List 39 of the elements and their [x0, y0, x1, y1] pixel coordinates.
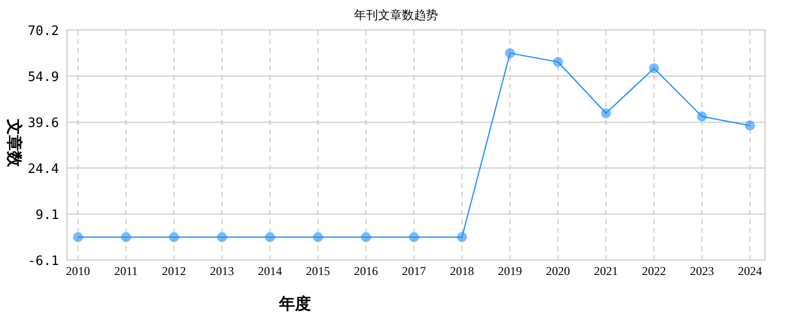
point	[217, 232, 227, 242]
y-tick-label: 70.2	[28, 24, 59, 39]
x-tick-label: 2015	[306, 264, 330, 278]
point	[169, 232, 179, 242]
y-axis-title: 文章数	[5, 118, 23, 168]
point	[505, 48, 515, 58]
point	[457, 232, 467, 242]
y-tick-label: -6.1	[28, 254, 59, 269]
point	[745, 120, 755, 131]
x-tick-label: 2019	[498, 264, 522, 278]
point	[649, 63, 659, 74]
point	[601, 108, 611, 118]
y-tick-label: 9.1	[36, 208, 59, 224]
point	[313, 232, 323, 242]
point	[73, 232, 83, 242]
point	[697, 112, 707, 122]
x-tick-label: 2013	[210, 264, 234, 278]
y-tick-label: 39.6	[28, 116, 59, 132]
x-tick-label: 2021	[594, 264, 618, 278]
x-tick-label: 2012	[162, 264, 186, 278]
point	[121, 232, 131, 242]
point	[553, 56, 563, 67]
x-tick-label: 2020	[546, 264, 570, 278]
point	[361, 232, 371, 242]
x-tick-label: 2024	[738, 264, 762, 278]
y-tick-label: 24.4	[28, 162, 60, 178]
x-tick-label: 2011	[114, 264, 138, 278]
y-tick-label: 54.9	[28, 70, 59, 86]
x-tick-label: 2017	[402, 264, 426, 278]
x-tick-label: 2010	[66, 264, 90, 278]
x-tick-label: 2018	[450, 264, 474, 278]
x-tick-label: 2022	[642, 264, 666, 278]
x-tick-label: 2014	[258, 264, 282, 278]
x-tick-label: 2023	[690, 264, 714, 278]
x-axis-title: 年度	[278, 294, 311, 313]
chart-title: 年刊文章数趋势	[354, 8, 438, 22]
point	[409, 232, 419, 242]
x-tick-label: 2016	[354, 264, 378, 278]
point	[265, 232, 275, 242]
